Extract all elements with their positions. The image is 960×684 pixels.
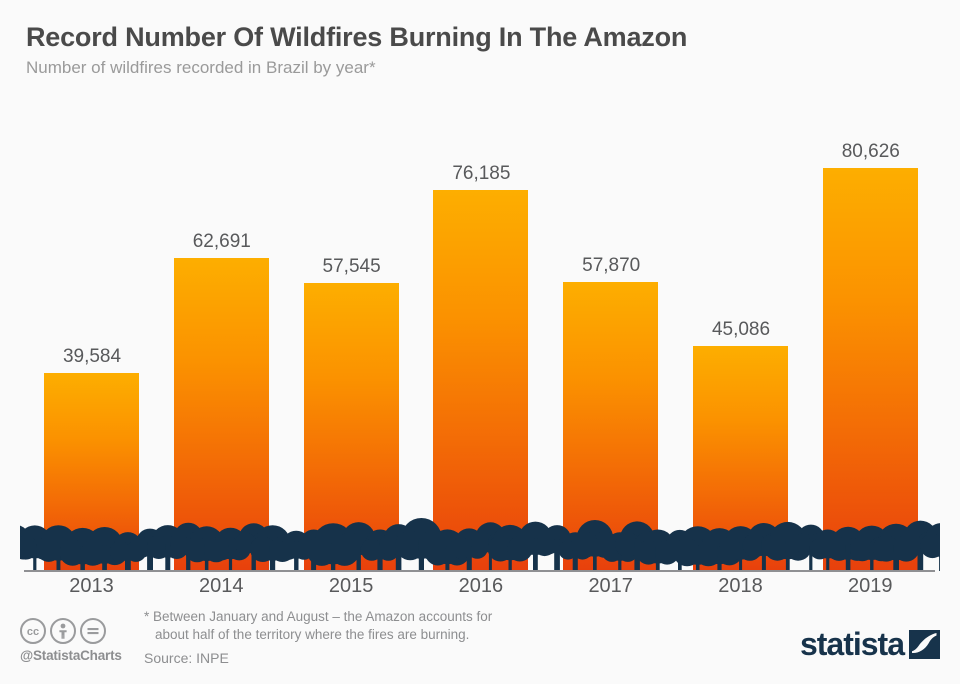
page-title: Record Number Of Wildfires Burning In Th… — [26, 22, 688, 52]
bar-2015[interactable] — [303, 283, 399, 571]
attribution-person-icon — [50, 618, 76, 644]
bar-value-label: 80,626 — [841, 141, 900, 162]
chart-subtitle: Number of wildfires recorded in Brazil b… — [26, 58, 376, 77]
chart-header: Record Number Of Wildfires Burning In Th… — [26, 20, 926, 79]
bar-2019[interactable] — [822, 168, 918, 571]
tick-label-2018: 2018 — [718, 575, 763, 597]
source-label: Source: INPE — [144, 650, 229, 666]
bar-chart-plot: 39,584 62,691 57,545 76,185 57,870 45,086 80,6… — [20, 141, 940, 597]
trees-icon — [20, 518, 940, 571]
bar-2014[interactable] — [173, 257, 269, 571]
statista-logo: statista — [800, 628, 940, 660]
tick-label-2013: 2013 — [69, 575, 114, 597]
social-handle: @StatistaCharts — [20, 648, 122, 663]
footnote-line-2: about half of the territory where the fi… — [155, 627, 470, 642]
footnote-line-1: * Between January and August – the Amazo… — [144, 609, 493, 624]
bar-group: 76,185 — [433, 163, 529, 571]
creative-commons-icon: cc — [20, 618, 46, 644]
bar-group: 57,545 — [303, 256, 399, 571]
tick-label-2019: 2019 — [848, 575, 893, 597]
no-derivatives-equals-icon — [80, 618, 106, 644]
bar-2016[interactable] — [433, 190, 529, 571]
statista-wordmark: statista — [799, 626, 905, 662]
svg-text:cc: cc — [27, 626, 39, 638]
tick-label-2016: 2016 — [458, 575, 504, 597]
forest-silhouette — [20, 515, 940, 571]
tick-label-2015: 2015 — [328, 575, 374, 597]
tick-label-2014: 2014 — [199, 575, 244, 597]
license-block: cc @StatistaCharts — [20, 618, 140, 663]
bar-value-label: 76,185 — [452, 163, 511, 185]
statista-logo-mark — [909, 629, 940, 659]
x-axis-line — [24, 570, 935, 572]
bar-value-label: 57,870 — [582, 254, 641, 276]
tick-label-2017: 2017 — [588, 575, 633, 597]
bar-value-label: 45,086 — [711, 318, 771, 340]
bar-value-label: 39,584 — [62, 346, 122, 368]
footnote: * Between January and August – the Amazo… — [144, 608, 614, 644]
bar-value-label: 62,691 — [192, 230, 251, 252]
bar-group: 62,691 — [173, 231, 269, 571]
bar-value-label: 57,545 — [322, 256, 381, 278]
bar-group: 80,626 — [822, 141, 918, 571]
cc-icons: cc — [20, 618, 140, 644]
